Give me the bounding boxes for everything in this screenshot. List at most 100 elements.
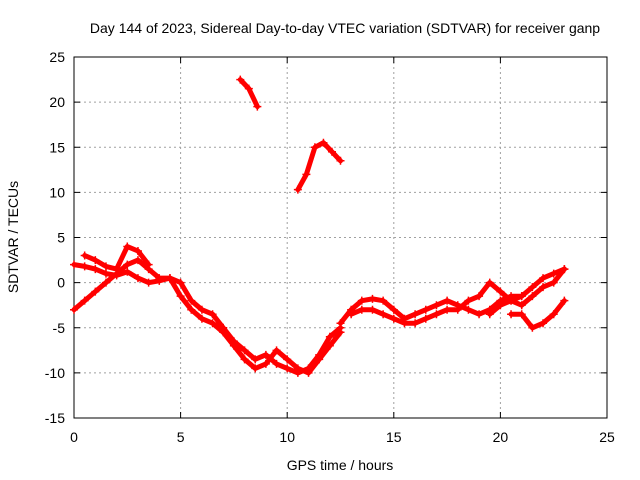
data-point	[112, 265, 121, 274]
x-tick-label: 0	[70, 429, 78, 445]
data-series-group	[80, 242, 153, 274]
data-point	[368, 305, 377, 314]
data-point	[310, 143, 319, 152]
data-point	[272, 359, 281, 368]
data-point	[411, 310, 420, 319]
data-point	[539, 319, 548, 328]
data-point	[176, 292, 185, 301]
data-point	[229, 341, 238, 350]
data-point	[144, 278, 153, 287]
data-point	[91, 265, 100, 274]
chart-title: Day 144 of 2023, Sidereal Day-to-day VTE…	[90, 20, 600, 36]
data-point	[91, 256, 100, 265]
data-point	[507, 296, 516, 305]
data-point	[496, 287, 505, 296]
data-point	[70, 260, 78, 269]
data-point	[357, 305, 366, 314]
data-point	[283, 364, 292, 373]
data-series-group	[485, 292, 526, 319]
data-point	[443, 296, 452, 305]
data-point	[464, 305, 473, 314]
series-track	[237, 77, 260, 110]
data-point	[208, 310, 217, 319]
data-point	[244, 84, 253, 93]
x-tick-label: 25	[599, 429, 615, 445]
y-tick-label: 25	[49, 49, 65, 65]
y-tick-label: -10	[45, 365, 65, 381]
data-point	[155, 274, 164, 283]
data-point	[464, 296, 473, 305]
data-point	[272, 346, 281, 355]
x-tick-label: 5	[177, 429, 185, 445]
y-tick-label: 0	[57, 275, 65, 291]
data-series-group	[70, 256, 345, 377]
data-point	[517, 292, 526, 301]
data-point	[176, 278, 185, 287]
data-point	[261, 359, 270, 368]
data-series-group	[236, 75, 262, 111]
data-series-group	[347, 265, 569, 328]
y-tick-label: 20	[49, 94, 65, 110]
data-point	[101, 262, 110, 271]
y-axis-label: SDTVAR / TECUs	[5, 181, 21, 293]
x-tick-label: 20	[493, 429, 509, 445]
data-point	[208, 319, 217, 328]
data-point	[357, 296, 366, 305]
data-series-group	[507, 296, 569, 332]
data-point	[261, 350, 270, 359]
data-point	[293, 364, 302, 373]
data-point	[293, 185, 302, 194]
data-point	[283, 355, 292, 364]
series-track	[71, 257, 343, 376]
series-track	[295, 140, 343, 193]
data-point	[315, 355, 324, 364]
data-point	[187, 305, 196, 314]
data-point	[165, 274, 174, 283]
data-point	[253, 102, 262, 111]
data-point	[219, 328, 228, 337]
data-point	[197, 305, 206, 314]
data-point	[539, 274, 548, 283]
data-point	[101, 269, 110, 278]
data-point	[421, 314, 430, 323]
data-point	[70, 305, 78, 314]
data-point	[101, 278, 110, 287]
data-point	[432, 301, 441, 310]
data-point	[336, 156, 345, 165]
data-point	[240, 355, 249, 364]
grid-lines	[74, 57, 607, 418]
data-point	[144, 260, 153, 269]
data-point	[539, 283, 548, 292]
data-point	[400, 319, 409, 328]
data-point	[549, 278, 558, 287]
data-point	[123, 267, 132, 276]
data-point	[80, 296, 89, 305]
data-point	[443, 305, 452, 314]
data-point	[453, 305, 462, 314]
data-point	[123, 260, 132, 269]
y-tick-label: 15	[49, 139, 65, 155]
data-point	[475, 292, 484, 301]
data-point	[368, 294, 377, 303]
data-point	[411, 319, 420, 328]
data-point	[517, 301, 526, 310]
x-tick-label: 15	[386, 429, 402, 445]
data-point	[133, 247, 142, 256]
data-point	[432, 310, 441, 319]
data-point	[560, 296, 569, 305]
data-point	[485, 278, 494, 287]
data-point	[80, 262, 89, 271]
data-series-group	[336, 265, 569, 328]
data-point	[475, 310, 484, 319]
data-point	[240, 346, 249, 355]
y-tick-label: 5	[57, 230, 65, 246]
data-point	[336, 319, 345, 328]
data-point	[528, 283, 537, 292]
data-point	[133, 256, 142, 265]
x-axis-label: GPS time / hours	[287, 457, 394, 473]
data-point	[251, 355, 260, 364]
data-point	[327, 147, 336, 156]
axis-ticks: 0 5 10 15 20 25 25 20 15 10 5 0 -5 -10 -15	[45, 49, 615, 445]
data-point	[187, 296, 196, 305]
